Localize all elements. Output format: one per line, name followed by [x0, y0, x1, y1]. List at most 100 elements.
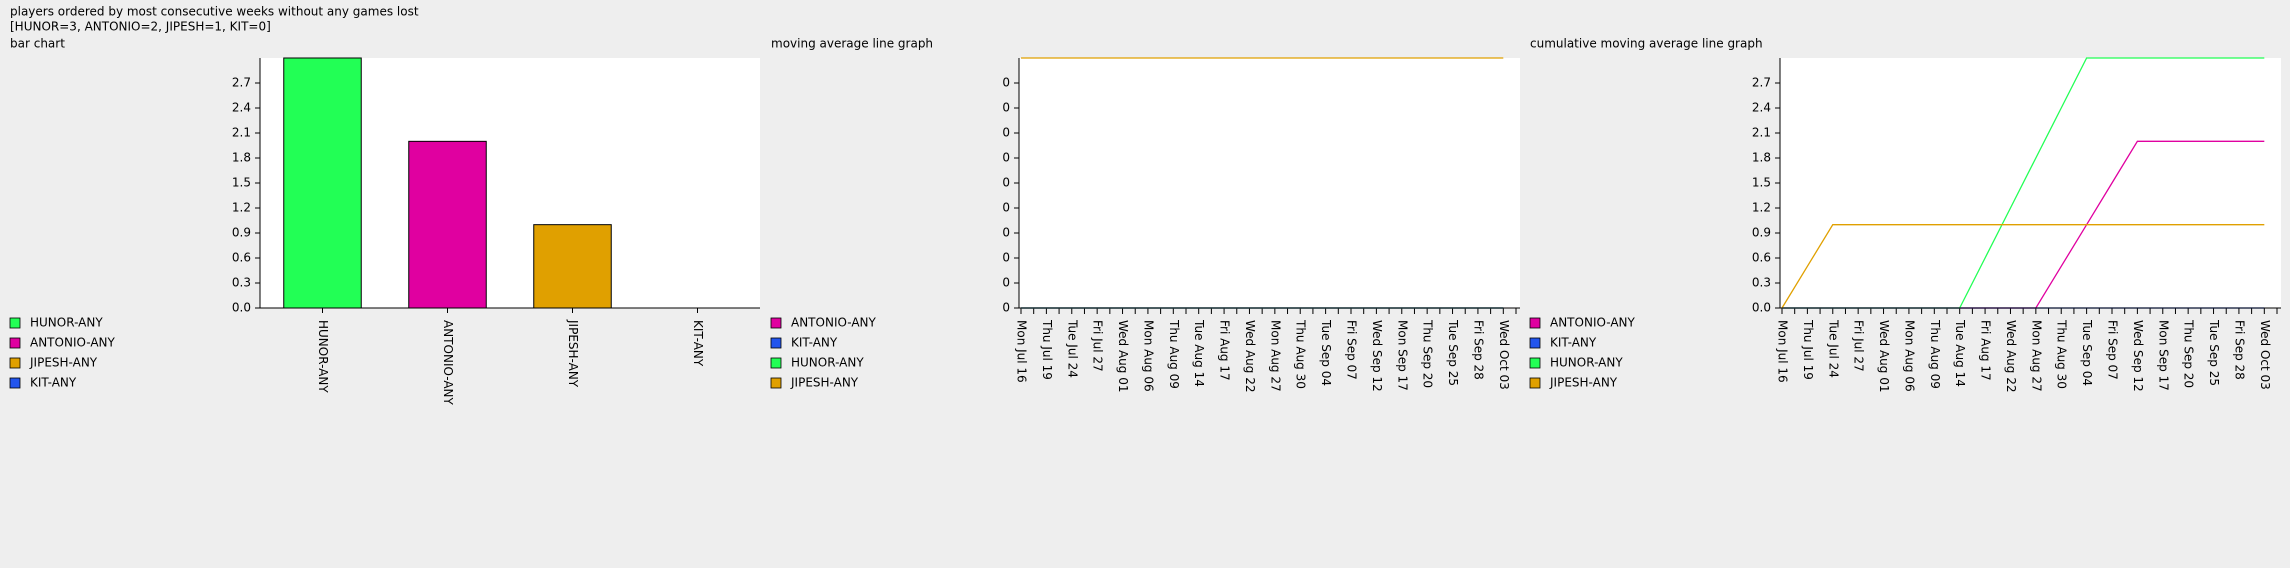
x-tick-label: Fri Sep 28 [2232, 320, 2246, 380]
plot-area [1019, 58, 1520, 308]
x-tick-label: Fri Aug 17 [1979, 320, 1993, 381]
y-tick-label: 2.7 [1752, 76, 1771, 90]
y-tick-label: 1.8 [232, 151, 251, 165]
x-tick-label: Thu Aug 09 [1167, 319, 1181, 389]
legend-swatch [9, 377, 21, 389]
legend-swatch [770, 377, 782, 389]
y-tick-label: 0.0 [1752, 301, 1771, 315]
x-tick-label: Tue Sep 25 [2207, 319, 2221, 386]
legend-swatch [1529, 337, 1541, 349]
legend-label: HUNOR-ANY [1550, 356, 1623, 370]
x-tick-label: Mon Sep 17 [1395, 320, 1409, 391]
x-tick-label: Wed Aug 22 [2004, 320, 2018, 393]
y-tick-label: 2.4 [232, 101, 251, 115]
legend-label: ANTONIO-ANY [1550, 316, 1636, 330]
x-tick-label: Mon Aug 06 [1902, 320, 1916, 392]
x-tick-label: JIPESH-ANY [566, 319, 580, 388]
x-tick-label: Tue Sep 04 [2080, 319, 2094, 386]
x-tick-label: Wed Oct 03 [2258, 320, 2272, 390]
x-tick-label: Fri Sep 07 [1345, 320, 1359, 380]
y-tick-label: 0 [1002, 226, 1010, 240]
y-tick-label: 0.3 [1752, 276, 1771, 290]
legend-label: HUNOR-ANY [791, 356, 864, 370]
legend-swatch [770, 357, 782, 369]
x-tick-label: Thu Jul 19 [1040, 319, 1054, 380]
x-tick-label: Thu Aug 09 [1928, 319, 1942, 389]
legend-swatch [9, 317, 21, 329]
bar [533, 224, 612, 309]
y-tick-label: 1.2 [1752, 201, 1771, 215]
x-tick-label: Wed Sep 12 [1370, 320, 1384, 392]
y-tick-label: 0.3 [232, 276, 251, 290]
page-subtitle: [HUNOR=3, ANTONIO=2, JIPESH=1, KIT=0] [10, 20, 271, 34]
y-tick-label: 2.1 [232, 126, 251, 140]
y-tick-label: 0 [1002, 101, 1010, 115]
legend-swatch [1529, 377, 1541, 389]
bar [408, 140, 487, 309]
y-tick-label: 1.8 [1752, 151, 1771, 165]
x-tick-label: Mon Aug 06 [1141, 320, 1155, 392]
y-tick-label: 0.6 [232, 251, 251, 265]
legend-label: JIPESH-ANY [790, 376, 859, 390]
legend-label: KIT-ANY [791, 336, 838, 350]
y-tick-label: 0.9 [1752, 226, 1771, 240]
y-tick-label: 0 [1002, 151, 1010, 165]
y-tick-label: 0 [1002, 276, 1010, 290]
legend-swatch [770, 337, 782, 349]
x-tick-label: Mon Jul 16 [1015, 320, 1029, 383]
y-tick-label: 0 [1002, 251, 1010, 265]
x-tick-label: HUNOR-ANY [316, 320, 330, 393]
x-tick-label: Thu Aug 30 [1294, 319, 1308, 389]
x-tick-label: ANTONIO-ANY [441, 320, 455, 406]
legend-label: ANTONIO-ANY [30, 336, 116, 350]
x-tick-label: Fri Sep 28 [1471, 320, 1485, 380]
legend-label: ANTONIO-ANY [791, 316, 877, 330]
y-tick-label: 0 [1002, 201, 1010, 215]
legend-swatch [1529, 317, 1541, 329]
legend-label: HUNOR-ANY [30, 316, 103, 330]
legend-swatch [1529, 357, 1541, 369]
x-tick-label: Wed Aug 01 [1116, 320, 1130, 393]
x-tick-label: Thu Jul 19 [1801, 319, 1815, 380]
x-tick-label: Mon Jul 16 [1776, 320, 1790, 383]
y-tick-label: 2.1 [1752, 126, 1771, 140]
x-tick-label: Thu Sep 20 [2182, 319, 2196, 388]
y-tick-label: 0.0 [232, 301, 251, 315]
y-tick-label: 1.5 [1752, 176, 1771, 190]
x-tick-label: Thu Aug 30 [2055, 319, 2069, 389]
y-tick-label: 0 [1002, 76, 1010, 90]
y-tick-label: 0 [1002, 301, 1010, 315]
x-tick-label: Wed Sep 12 [2131, 320, 2145, 392]
x-tick-label: Fri Sep 07 [2106, 320, 2120, 380]
y-tick-label: 0.6 [1752, 251, 1771, 265]
x-tick-label: Fri Jul 27 [1091, 320, 1105, 372]
x-tick-label: Mon Aug 27 [1268, 320, 1282, 392]
y-tick-label: 1.2 [232, 201, 251, 215]
legend-swatch [770, 317, 782, 329]
x-tick-label: KIT-ANY [691, 320, 705, 367]
x-tick-label: Mon Aug 27 [2029, 320, 2043, 392]
chart-title: bar chart [10, 37, 65, 51]
chart-title: moving average line graph [771, 37, 933, 51]
plot-area [1780, 58, 2281, 308]
legend-swatch [9, 357, 21, 369]
legend-swatch [9, 337, 21, 349]
page-title: players ordered by most consecutive week… [10, 5, 419, 19]
y-tick-label: 0 [1002, 126, 1010, 140]
x-tick-label: Fri Aug 17 [1218, 320, 1232, 381]
x-tick-label: Thu Sep 20 [1421, 319, 1435, 388]
legend-label: JIPESH-ANY [1549, 376, 1618, 390]
x-tick-label: Tue Aug 14 [1192, 319, 1206, 387]
x-tick-label: Fri Jul 27 [1852, 320, 1866, 372]
legend-label: JIPESH-ANY [29, 356, 98, 370]
bar [283, 57, 362, 309]
legend-label: KIT-ANY [30, 376, 77, 390]
y-tick-label: 2.7 [232, 76, 251, 90]
y-tick-label: 1.5 [232, 176, 251, 190]
x-tick-label: Tue Jul 24 [1065, 319, 1079, 378]
x-tick-label: Wed Oct 03 [1497, 320, 1511, 390]
x-tick-label: Wed Aug 22 [1243, 320, 1257, 393]
x-tick-label: Mon Sep 17 [2156, 320, 2170, 391]
x-tick-label: Tue Sep 04 [1319, 319, 1333, 386]
